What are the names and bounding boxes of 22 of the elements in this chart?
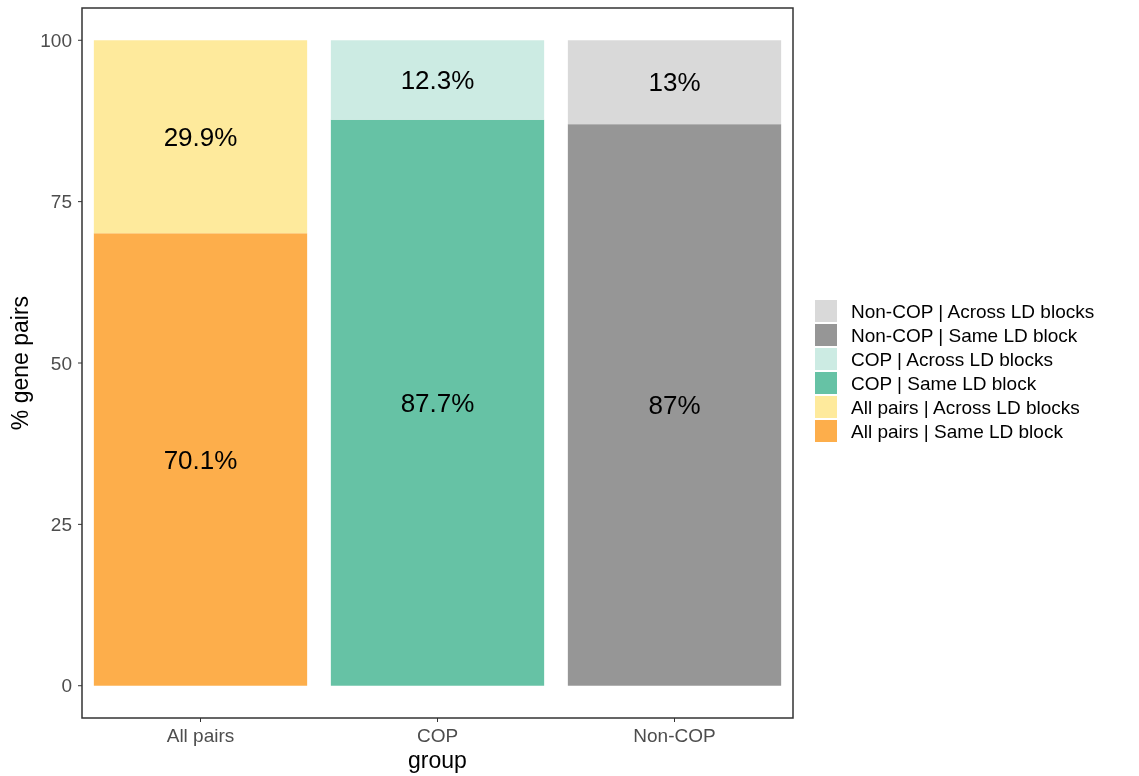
legend-label: Non-COP | Same LD block [851, 324, 1078, 346]
legend-label: COP | Same LD block [851, 372, 1037, 394]
legend-label: COP | Across LD blocks [851, 348, 1054, 370]
data-label: 87.7% [400, 387, 475, 418]
x-axis-title: group [408, 747, 467, 773]
data-label: 13% [648, 67, 701, 98]
y-tick-label: 75 [50, 191, 72, 213]
x-tick-label: All pairs [166, 725, 235, 746]
y-tick-label: 0 [61, 675, 72, 697]
data-label: 87% [648, 390, 701, 421]
data-label: 29.9% [163, 121, 238, 152]
legend-label: All pairs | Across LD blocks [851, 396, 1080, 418]
y-axis-title: % gene pairs [7, 295, 33, 431]
y-tick-label: 100 [40, 29, 72, 51]
data-label: 12.3% [400, 65, 475, 96]
y-tick-label: 50 [50, 352, 72, 374]
x-tick-label: Non-COP [633, 725, 716, 746]
legend-label: All pairs | Same LD block [851, 420, 1064, 442]
data-label: 70.1% [163, 444, 238, 475]
legend-label: Non-COP | Across LD blocks [851, 300, 1095, 322]
y-tick-label: 25 [50, 514, 72, 536]
x-tick-label: COP [416, 725, 459, 746]
